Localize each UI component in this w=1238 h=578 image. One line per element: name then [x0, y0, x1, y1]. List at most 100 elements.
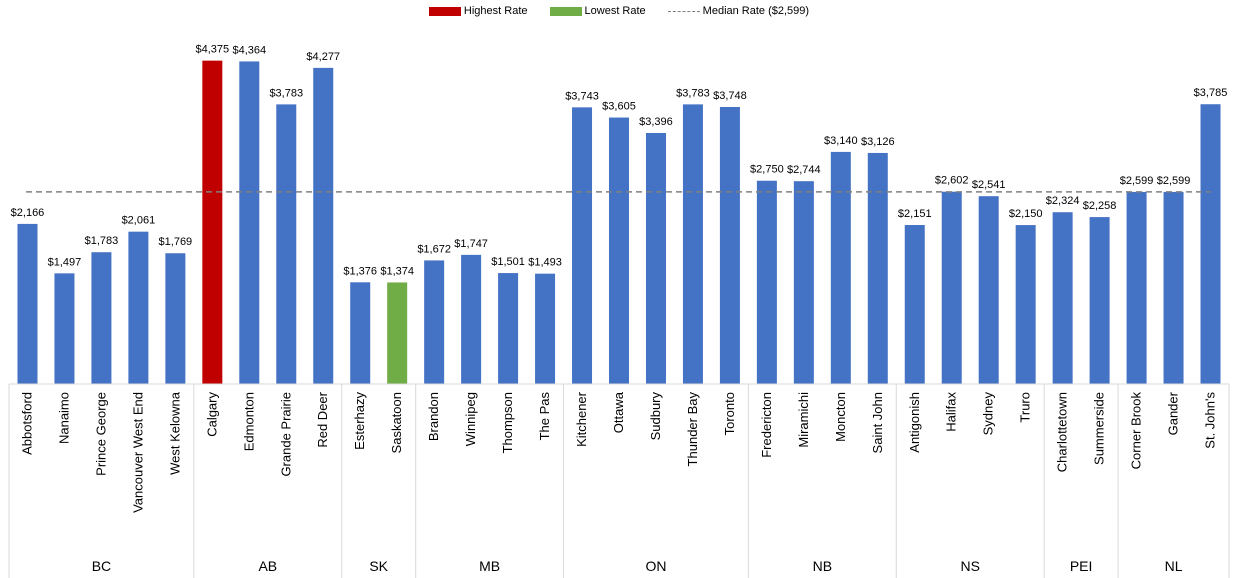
data-label: $1,783 [85, 235, 119, 247]
bar-toronto [719, 106, 740, 385]
category-tick-label: Abbotsford [19, 392, 34, 455]
data-label: $2,602 [935, 175, 969, 187]
category-tick-label: Nanaimo [56, 392, 71, 444]
bar-ottawa [609, 117, 629, 384]
category-tick-label: West Kelowna [167, 391, 182, 475]
bar-the-pas [535, 273, 556, 384]
group-label: ON [645, 558, 666, 574]
category-tick-label: Halifax [944, 392, 959, 432]
bar-saint-john [867, 152, 888, 384]
category-tick-label: Saint John [870, 392, 885, 453]
group-label: MB [479, 558, 500, 574]
data-label: $3,396 [639, 116, 673, 128]
legend-item-median: Median Rate ($2,599) [667, 5, 810, 17]
bar-thunder-bay [682, 104, 703, 384]
data-label: $1,501 [491, 256, 525, 268]
group-label: BC [92, 558, 111, 574]
data-label: $2,258 [1083, 200, 1117, 212]
category-tick-label: Ottawa [611, 391, 626, 433]
bar-kitchener [572, 107, 593, 384]
legend-label-lowest: Lowest Rate [584, 5, 646, 17]
category-tick-label: Kitchener [574, 391, 589, 447]
data-label: $3,605 [602, 101, 636, 113]
bar-prince-george [91, 252, 112, 384]
category-tick-label: St. John's [1203, 392, 1218, 449]
bar-winnipeg [461, 254, 482, 384]
group-label: PEI [1070, 558, 1093, 574]
legend-label-median: Median Rate ($2,599) [702, 5, 810, 17]
category-tick-label: Charlottetown [1055, 392, 1070, 472]
data-label: $3,783 [676, 87, 710, 99]
data-label: $2,744 [787, 164, 821, 176]
group-label: SK [369, 558, 388, 574]
bar-nanaimo [54, 273, 75, 384]
category-tick-label: Thunder Bay [685, 392, 700, 467]
data-label: $1,493 [528, 257, 562, 269]
bar-calgary [202, 60, 223, 385]
category-tick-label: Saskatoon [389, 392, 404, 453]
data-label: $2,166 [11, 207, 45, 219]
category-tick-label: Grande Prairie [278, 392, 293, 477]
data-label: $1,376 [343, 265, 377, 277]
bar-west-kelowna [165, 253, 186, 384]
data-label: $2,324 [1046, 195, 1080, 207]
legend-swatch-median [667, 10, 700, 12]
category-tick-label: Toronto [722, 392, 737, 435]
legend-swatch-lowest [549, 6, 582, 16]
legend-item-highest: Highest Rate [428, 5, 528, 17]
bar-saskatoon [387, 282, 408, 384]
category-tick-label: Calgary [204, 392, 219, 437]
bar-sydney [978, 196, 999, 384]
category-tick-label: Esterhazy [352, 392, 367, 450]
data-label: $2,150 [1009, 208, 1043, 220]
data-labels-layer: $2,166 $1,497$1,783$2,061$1,769 $4,375 $4,3… [11, 44, 1228, 278]
bar-moncton [830, 151, 851, 384]
bar-esterhazy [350, 282, 371, 384]
bar-gander [1163, 191, 1184, 384]
bar-charlottetown [1052, 212, 1073, 384]
category-tick-label: Edmonton [241, 392, 256, 451]
category-tick-label: Sydney [981, 392, 996, 436]
data-label: $3,783 [269, 87, 303, 99]
bar-thompson [498, 273, 519, 384]
group-label: AB [258, 558, 277, 574]
bar-brandon [424, 260, 445, 384]
data-label: $3,785 [1194, 87, 1228, 99]
bar-corner-brook [1126, 191, 1147, 384]
category-tick-label: Fredericton [759, 392, 774, 458]
legend-item-lowest: Lowest Rate [549, 5, 646, 17]
category-tick-label: Truro [1018, 392, 1033, 423]
legend-swatch-highest [428, 6, 461, 16]
bar-summerside [1089, 217, 1110, 384]
category-tick-label: Summerside [1092, 392, 1107, 465]
data-label: $2,541 [972, 179, 1006, 191]
bar-red-deer [313, 67, 334, 385]
data-label: $2,151 [898, 208, 932, 220]
category-tick-label: Miramichi [796, 392, 811, 448]
category-tick-label: Red Deer [315, 391, 330, 447]
bars-layer [17, 60, 1221, 385]
data-label: $1,747 [454, 238, 488, 250]
category-tick-label: Antigonish [907, 392, 922, 453]
data-label: $3,140 [824, 135, 858, 147]
data-label: $2,599 [1120, 175, 1154, 187]
data-label: $2,599 [1157, 175, 1191, 187]
category-tick-label: Brandon [426, 392, 441, 441]
chart-legend: Highest Rate Lowest Rate Median Rate ($2… [0, 2, 1238, 20]
bar-abbotsford [17, 223, 38, 384]
data-label: $1,497 [48, 256, 82, 268]
category-tick-label: Winnipeg [463, 392, 478, 446]
category-tick-label: Moncton [833, 392, 848, 442]
data-label: $1,672 [417, 243, 451, 255]
data-label: $4,375 [196, 44, 230, 56]
data-label: $4,277 [306, 51, 340, 63]
data-label: $1,769 [159, 236, 193, 248]
bar-miramichi [793, 181, 814, 384]
bar-truro [1015, 225, 1036, 384]
category-tick-label: Vancouver West End [130, 392, 145, 513]
bar-sudbury [645, 132, 666, 384]
group-label: NL [1165, 558, 1183, 574]
bar-edmonton [239, 61, 260, 384]
data-label: $2,061 [122, 215, 156, 227]
